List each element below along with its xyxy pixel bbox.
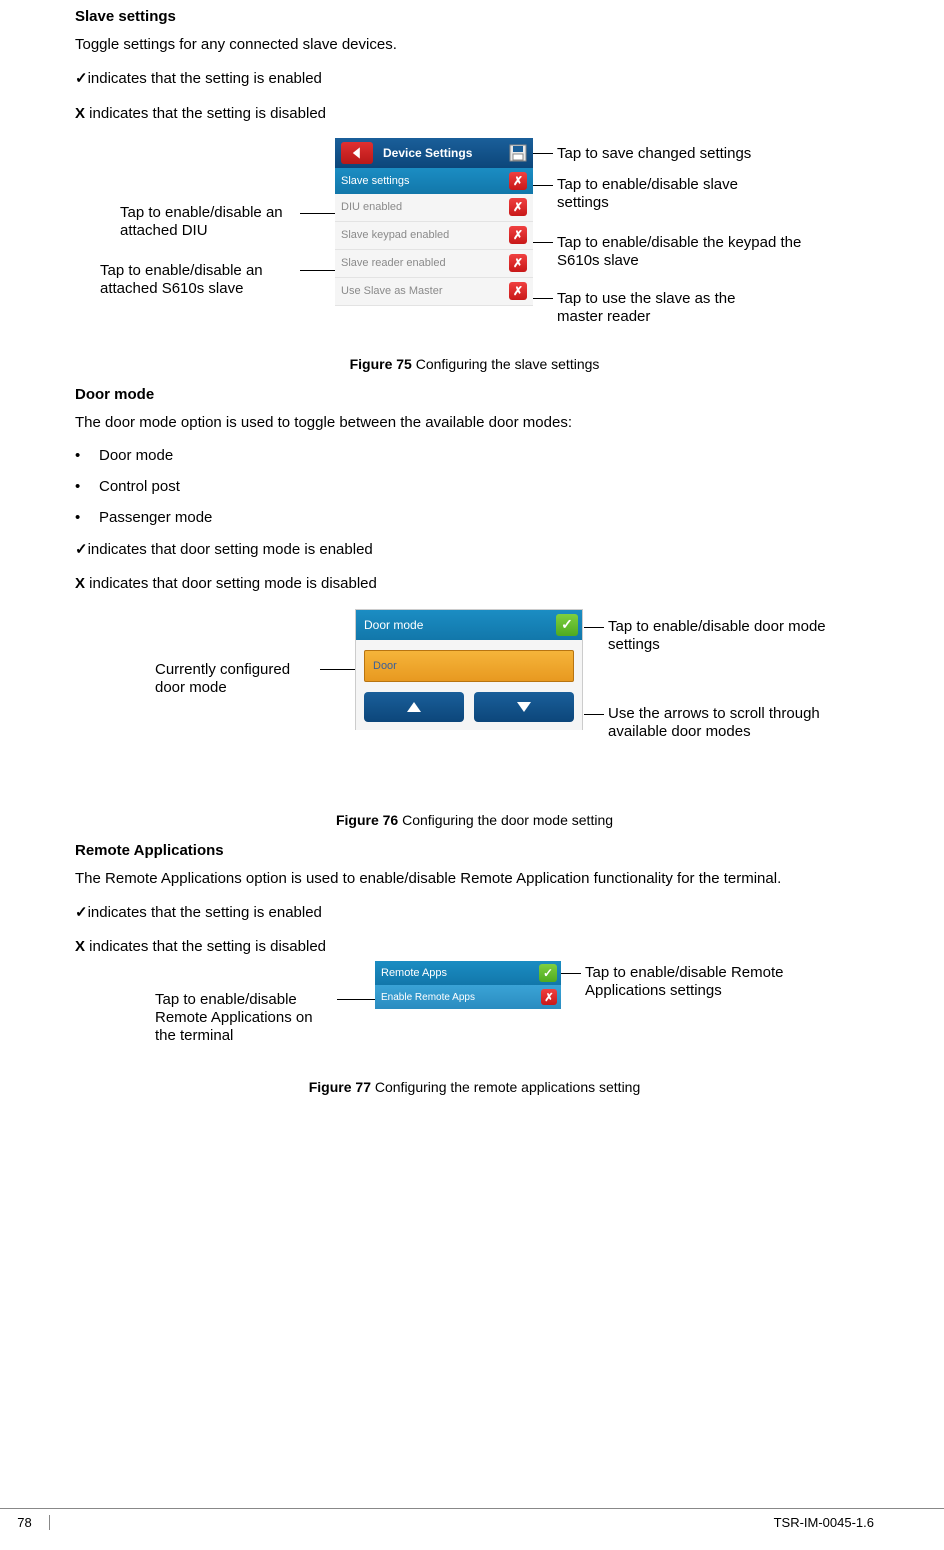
page-number: 78 (0, 1515, 50, 1530)
x-icon: X (75, 105, 85, 122)
keypad-label: Slave keypad enabled (341, 229, 449, 241)
remote-apps-panel: Remote Apps ✓ Enable Remote Apps ✗ (375, 961, 561, 1009)
remote-disabled-text: indicates that the setting is disabled (85, 938, 326, 955)
master-label: Use Slave as Master (341, 285, 442, 297)
bullet-door-mode: Door mode (75, 447, 874, 464)
reader-toggle[interactable]: ✗ (509, 254, 527, 272)
door-disabled-line: X indicates that door setting mode is di… (75, 574, 874, 594)
figure-77-caption: Figure 77 Configuring the remote applica… (75, 1079, 874, 1095)
x-icon: X (75, 938, 85, 955)
fig76-text: Configuring the door mode setting (398, 812, 613, 828)
door-bullets: Door mode Control post Passenger mode (75, 447, 874, 526)
slave-heading: Slave settings (75, 8, 874, 25)
fig75-text: Configuring the slave settings (412, 356, 600, 372)
fig75-bold: Figure 75 (350, 356, 412, 372)
slave-intro: Toggle settings for any connected slave … (75, 35, 874, 55)
keypad-row: Slave keypad enabled ✗ (335, 222, 533, 250)
remote-apps-header: Remote Apps ✓ (375, 961, 561, 985)
check-icon: ✓ (75, 904, 88, 921)
figure-77: Remote Apps ✓ Enable Remote Apps ✗ Tap t… (75, 961, 874, 1071)
remote-enabled-line: ✓indicates that the setting is enabled (75, 903, 874, 923)
slave-enabled-line: ✓indicates that the setting is enabled (75, 69, 874, 89)
arrow-up-button[interactable] (364, 692, 464, 722)
diu-toggle[interactable]: ✗ (509, 198, 527, 216)
door-enabled-line: ✓indicates that door setting mode is ena… (75, 540, 874, 560)
door-mode-panel: Door mode ✓ Door (355, 609, 583, 730)
door-mode-header-label: Door mode (364, 618, 423, 632)
figure-76: Door mode ✓ Door Tap to enable/disable d… (75, 609, 874, 804)
callout-keypad: Tap to enable/disable the keypad the S61… (557, 234, 807, 270)
slave-enabled-text: indicates that the setting is enabled (88, 70, 322, 87)
reader-row: Slave reader enabled ✗ (335, 250, 533, 278)
device-header: Device Settings (335, 138, 533, 168)
bullet-passenger-mode: Passenger mode (75, 509, 874, 526)
remote-apps-row-label: Enable Remote Apps (381, 992, 475, 1003)
callout-save: Tap to save changed settings (557, 145, 751, 163)
remote-enabled-text: indicates that the setting is enabled (88, 904, 322, 921)
callout-door-current: Currently configured door mode (155, 661, 315, 697)
slave-section-header: Slave settings ✗ (335, 168, 533, 194)
remote-disabled-line: X indicates that the setting is disabled (75, 937, 874, 957)
remote-intro: The Remote Applications option is used t… (75, 869, 874, 889)
callout-s610: Tap to enable/disable an attached S610s … (100, 262, 295, 298)
master-row: Use Slave as Master ✗ (335, 278, 533, 306)
slave-section-toggle[interactable]: ✗ (509, 172, 527, 190)
door-heading: Door mode (75, 386, 874, 403)
check-icon: ✓ (75, 70, 88, 87)
diu-row: DIU enabled ✗ (335, 194, 533, 222)
callout-door-enable: Tap to enable/disable door mode settings (608, 618, 838, 654)
page-footer: 78 TSR-IM-0045-1.6 (0, 1508, 944, 1530)
remote-apps-settings-toggle[interactable]: ✓ (539, 964, 557, 982)
save-icon[interactable] (505, 140, 531, 166)
door-mode-header: Door mode ✓ (356, 610, 582, 640)
reader-label: Slave reader enabled (341, 257, 446, 269)
remote-apps-header-label: Remote Apps (381, 967, 447, 979)
remote-apps-row: Enable Remote Apps ✗ (375, 985, 561, 1009)
slave-disabled-line: X indicates that the setting is disabled (75, 104, 874, 124)
keypad-toggle[interactable]: ✗ (509, 226, 527, 244)
door-disabled-text: indicates that door setting mode is disa… (85, 575, 377, 592)
slave-disabled-text: indicates that the setting is disabled (85, 105, 326, 122)
arrow-down-button[interactable] (474, 692, 574, 722)
device-title: Device Settings (379, 146, 505, 160)
door-enabled-text: indicates that door setting mode is enab… (88, 541, 373, 558)
diu-label: DIU enabled (341, 201, 402, 213)
callout-door-arrows: Use the arrows to scroll through availab… (608, 705, 868, 741)
callout-remote-settings: Tap to enable/disable Remote Application… (585, 964, 845, 1000)
remote-heading: Remote Applications (75, 842, 874, 859)
arrow-up-icon (407, 702, 421, 712)
door-mode-arrows (364, 692, 574, 722)
device-settings-panel: Device Settings Slave settings ✗ DIU ena… (335, 138, 533, 306)
callout-diu: Tap to enable/disable an attached DIU (120, 204, 295, 240)
master-toggle[interactable]: ✗ (509, 282, 527, 300)
figure-75-caption: Figure 75 Configuring the slave settings (75, 356, 874, 372)
fig77-bold: Figure 77 (309, 1079, 371, 1095)
check-icon: ✓ (75, 541, 88, 558)
callout-master: Tap to use the slave as the master reade… (557, 290, 757, 326)
slave-section-label: Slave settings (341, 175, 409, 187)
door-mode-toggle[interactable]: ✓ (556, 614, 578, 636)
figure-76-caption: Figure 76 Configuring the door mode sett… (75, 812, 874, 828)
bullet-control-post: Control post (75, 478, 874, 495)
callout-remote-terminal: Tap to enable/disable Remote Application… (155, 991, 335, 1045)
x-icon: X (75, 575, 85, 592)
remote-apps-toggle[interactable]: ✗ (541, 989, 557, 1005)
door-mode-body: Door (356, 640, 582, 730)
door-mode-value: Door (364, 650, 574, 682)
document-id: TSR-IM-0045-1.6 (50, 1515, 944, 1530)
back-button[interactable] (341, 142, 373, 164)
door-intro: The door mode option is used to toggle b… (75, 413, 874, 433)
callout-slave-settings: Tap to enable/disable slave settings (557, 176, 757, 212)
arrow-down-icon (517, 702, 531, 712)
fig77-text: Configuring the remote applications sett… (371, 1079, 640, 1095)
figure-75: Device Settings Slave settings ✗ DIU ena… (75, 138, 874, 348)
fig76-bold: Figure 76 (336, 812, 398, 828)
